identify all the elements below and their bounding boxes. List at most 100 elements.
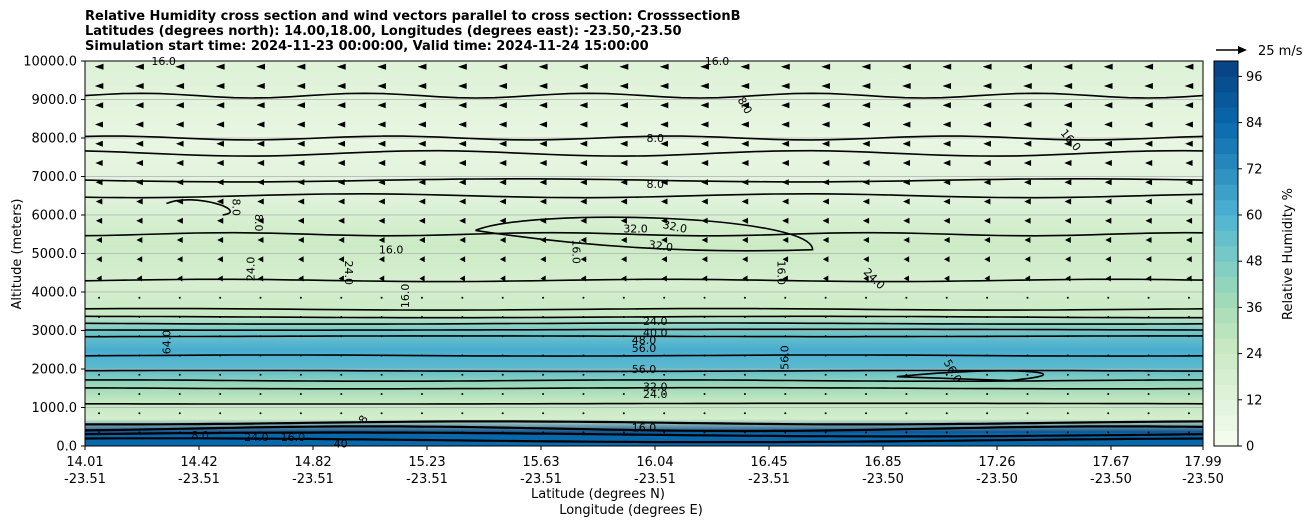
wind-vector: [862, 217, 870, 224]
wind-vector: [299, 393, 302, 396]
wind-vector: [659, 83, 669, 90]
contour-label: 8.0: [646, 132, 664, 145]
colorbar-band: [1214, 138, 1238, 154]
wind-vector: [1066, 354, 1069, 357]
wind-vector: [499, 160, 507, 167]
wind-vector: [824, 373, 827, 376]
wind-vector: [378, 198, 385, 205]
wind-vector: [822, 160, 830, 167]
wind-vector: [862, 179, 870, 186]
wind-vector: [1107, 373, 1110, 376]
wind-vector: [865, 335, 868, 338]
wind-vector: [299, 373, 302, 376]
wind-vector: [1145, 256, 1152, 263]
wind-vector: [782, 237, 789, 244]
wind-vector: [1104, 102, 1113, 109]
wind-vector: [701, 237, 708, 244]
wind-vector: [743, 335, 746, 338]
wind-vector: [216, 198, 224, 205]
wind-vector: [175, 121, 184, 128]
wind-vector: [1066, 296, 1069, 299]
wind-vector: [538, 63, 548, 70]
wind-vector: [538, 83, 548, 90]
wind-vector: [458, 83, 467, 90]
wind-vector: [865, 431, 868, 434]
wind-vector: [982, 63, 992, 70]
ytick-label: 5000.0: [32, 247, 78, 262]
wind-vector: [458, 140, 467, 147]
wind-vector: [216, 102, 225, 109]
colorbar-band: [1214, 292, 1238, 308]
wind-vector: [1187, 335, 1190, 338]
wind-vector: [781, 140, 790, 147]
wind-vector: [1184, 63, 1194, 70]
wind-vector: [377, 63, 387, 70]
wind-vector: [459, 275, 465, 282]
contour-label: 40.0: [643, 326, 668, 339]
wind-vector: [741, 140, 749, 147]
wind-vector: [824, 316, 827, 319]
wind-vector: [380, 412, 383, 415]
wind-vector: [380, 431, 383, 434]
wind-vector: [338, 237, 345, 244]
wind-vector: [663, 296, 666, 299]
wind-vector: [781, 179, 789, 186]
contour-line: [84, 92, 1204, 99]
wind-vector: [340, 296, 343, 299]
wind-vector: [542, 373, 545, 376]
colorbar-tick-label: 36: [1246, 301, 1263, 316]
wind-vector: [337, 121, 346, 128]
wind-vector: [905, 431, 908, 434]
contour-label: 32.0: [623, 222, 648, 235]
wind-vector: [1147, 412, 1150, 415]
wind-vector: [257, 275, 264, 282]
colorbar-band: [1214, 107, 1238, 124]
wind-vector: [297, 160, 305, 167]
wind-vector: [96, 237, 102, 244]
wind-vector: [377, 121, 386, 128]
wind-vector: [501, 316, 504, 319]
wind-vector: [501, 393, 504, 396]
wind-vector: [781, 121, 790, 128]
colorbar-band: [1214, 415, 1238, 432]
wind-vector: [703, 431, 706, 434]
contour-label: 8.0: [230, 199, 243, 217]
wind-vector: [256, 140, 265, 147]
contour-line: [85, 420, 1204, 426]
wind-vector: [501, 335, 504, 338]
wind-vector: [94, 63, 104, 70]
wind-vector: [784, 296, 787, 299]
wind-vector: [215, 63, 225, 70]
wind-vector: [256, 121, 265, 128]
ytick-label: 10000.0: [23, 55, 77, 70]
wind-vector: [943, 256, 950, 263]
wind-vector: [1147, 335, 1150, 338]
wind-vector: [95, 140, 103, 147]
wind-vector: [458, 121, 467, 128]
wind-vector: [135, 179, 143, 186]
wind-vector: [1023, 83, 1032, 90]
wind-vector: [1185, 217, 1193, 224]
wind-vector: [539, 140, 547, 147]
wind-vector: [782, 256, 789, 263]
wind-vector: [902, 140, 911, 147]
ytick-label: 2000.0: [32, 363, 78, 378]
colorbar-band: [1214, 230, 1238, 247]
wind-vector: [903, 237, 910, 244]
wind-vector: [741, 217, 749, 224]
contour-line: [84, 307, 1204, 311]
wind-vector: [299, 335, 302, 338]
wind-vector: [420, 335, 423, 338]
wind-vector: [95, 121, 103, 128]
wind-vector: [945, 373, 948, 376]
colorbar-band: [1214, 168, 1238, 185]
wind-vector: [138, 316, 141, 319]
wind-vector: [580, 237, 587, 244]
wind-vector: [743, 316, 746, 319]
wind-vector: [338, 275, 344, 282]
colorbar-tick-label: 72: [1246, 162, 1263, 177]
wind-vector: [621, 256, 627, 263]
wind-vector: [784, 316, 787, 319]
wind-vector: [219, 393, 222, 396]
wind-vector: [986, 431, 989, 434]
